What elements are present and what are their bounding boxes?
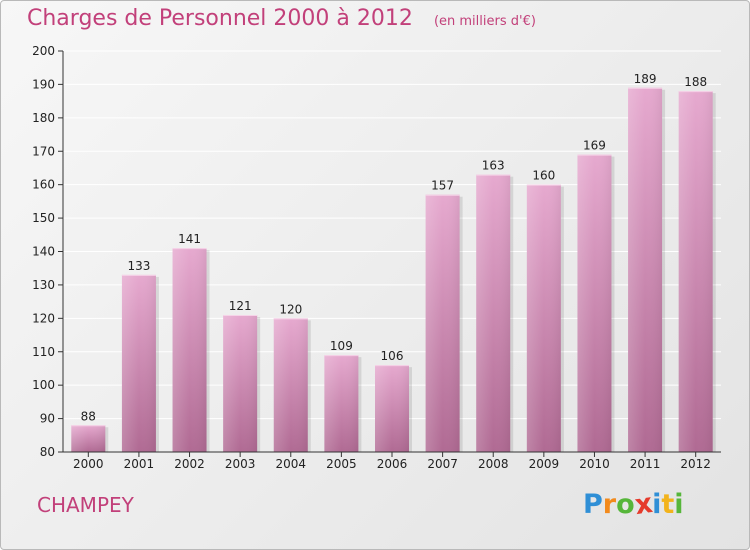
x-tick-label: 2009 — [529, 457, 560, 471]
x-tick-label: 2005 — [326, 457, 357, 471]
logo-letter: P — [583, 489, 603, 520]
logo-letter: i — [674, 489, 684, 520]
data-label: 189 — [634, 72, 657, 86]
data-label: 109 — [330, 339, 353, 353]
data-label: 160 — [532, 169, 555, 183]
data-label: 88 — [81, 409, 96, 423]
y-tick-label: 150 — [32, 211, 55, 225]
bar-highlight — [678, 91, 713, 452]
x-tick-label: 2007 — [427, 457, 458, 471]
x-tick-label: 2008 — [478, 457, 509, 471]
data-label: 141 — [178, 232, 201, 246]
y-tick-label: 170 — [32, 144, 55, 158]
x-tick-label: 2006 — [377, 457, 408, 471]
y-tick-label: 140 — [32, 245, 55, 259]
data-label: 133 — [127, 259, 150, 273]
x-tick-label: 2012 — [680, 457, 711, 471]
bar-highlight — [324, 355, 359, 452]
y-tick-label: 180 — [32, 111, 55, 125]
data-label: 120 — [279, 302, 302, 316]
bar-highlight — [476, 174, 511, 452]
x-tick-label: 2011 — [630, 457, 661, 471]
x-tick-label: 2010 — [579, 457, 610, 471]
data-label: 188 — [684, 75, 707, 89]
y-tick-label: 190 — [32, 77, 55, 91]
y-tick-label: 110 — [32, 345, 55, 359]
x-tick-label: 2003 — [225, 457, 256, 471]
chart-subtitle: (en milliers d'€) — [433, 14, 536, 29]
logo-letter: t — [661, 489, 675, 520]
logo-letter: o — [616, 489, 635, 520]
x-tick-label: 2002 — [174, 457, 205, 471]
y-tick-label: 90 — [40, 412, 55, 426]
x-tick-label: 2001 — [124, 457, 155, 471]
bar-highlight — [628, 87, 663, 452]
title-row: Charges de Personnel 2000 à 2012 (en mil… — [27, 6, 536, 31]
data-label: 163 — [482, 159, 505, 173]
x-tick-label: 2004 — [275, 457, 306, 471]
logo-letter: r — [602, 489, 617, 520]
y-tick-label: 120 — [32, 311, 55, 325]
bar-highlight — [577, 154, 612, 452]
x-tick-label: 2000 — [73, 457, 104, 471]
data-label: 106 — [381, 349, 404, 363]
data-label: 169 — [583, 139, 606, 153]
data-label: 157 — [431, 179, 454, 193]
logo-letter: i — [652, 489, 662, 520]
bar-highlight — [121, 274, 156, 452]
bar-highlight — [71, 425, 106, 452]
logo-letter: x — [632, 487, 655, 522]
y-tick-label: 200 — [32, 44, 55, 58]
bar-highlight — [223, 314, 258, 452]
bar-highlight — [273, 318, 308, 452]
bar-highlight — [375, 365, 409, 452]
proxiti-logo: Proxiti — [583, 487, 684, 522]
bar-highlight — [172, 248, 207, 452]
y-tick-label: 130 — [32, 278, 55, 292]
grid-layer — [63, 50, 721, 420]
data-label: 121 — [229, 299, 252, 313]
y-tick-label: 160 — [32, 178, 55, 192]
bar-highlight — [526, 184, 561, 452]
axis-layer: 80 90 100 110 120 130 140 150 160 170 180 190 200 200… — [32, 44, 721, 471]
chart-title: Charges de Personnel 2000 à 2012 — [27, 6, 413, 31]
bar-highlight — [425, 194, 460, 453]
commune-name: CHAMPEY — [37, 493, 134, 517]
y-tick-label: 100 — [32, 378, 55, 392]
y-tick-label: 80 — [40, 445, 55, 459]
bar-layer: 88 133 141 121 120 109 106 157 163 160 169 189 188 — [71, 72, 716, 453]
